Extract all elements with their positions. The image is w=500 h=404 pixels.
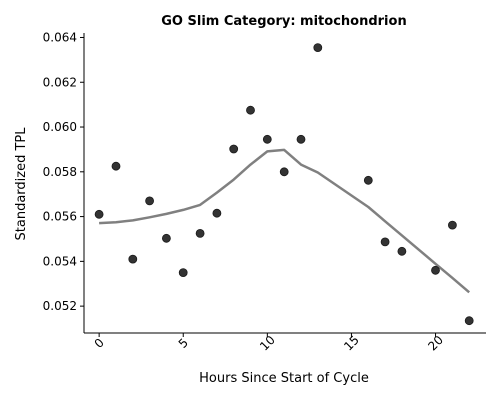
data-point: [380, 237, 390, 247]
data-point: [161, 233, 171, 243]
data-point: [111, 161, 121, 171]
data-point: [229, 144, 239, 154]
data-point: [94, 209, 104, 219]
y-tick-label: 0.054: [43, 254, 77, 268]
y-tick-label: 0.056: [43, 210, 77, 224]
y-tick-label: 0.052: [43, 299, 77, 313]
chart-title: GO Slim Category: mitochondrion: [161, 14, 406, 29]
y-axis-label: Standardized TPL: [14, 127, 29, 241]
data-point: [279, 167, 289, 177]
data-point: [313, 43, 323, 52]
data-point: [262, 134, 272, 144]
data-point: [363, 175, 373, 185]
data-point: [145, 196, 155, 206]
data-point: [447, 220, 457, 230]
data-point: [128, 254, 138, 264]
trend-line: [99, 148, 471, 294]
data-point: [178, 268, 188, 278]
data-point: [397, 246, 407, 256]
data-point: [431, 265, 440, 275]
plot-area: [94, 43, 474, 326]
y-tick-label: 0.064: [43, 30, 77, 44]
y-tick-label: 0.062: [43, 75, 77, 89]
data-point: [246, 105, 255, 115]
x-axis-label: Hours Since Start of Cycle: [199, 371, 369, 386]
y-tick-label: 0.060: [43, 120, 77, 134]
data-point: [195, 228, 205, 238]
data-point: [296, 134, 306, 144]
data-point: [464, 316, 474, 326]
y-tick-label: 0.058: [43, 165, 77, 179]
data-point: [212, 208, 222, 218]
